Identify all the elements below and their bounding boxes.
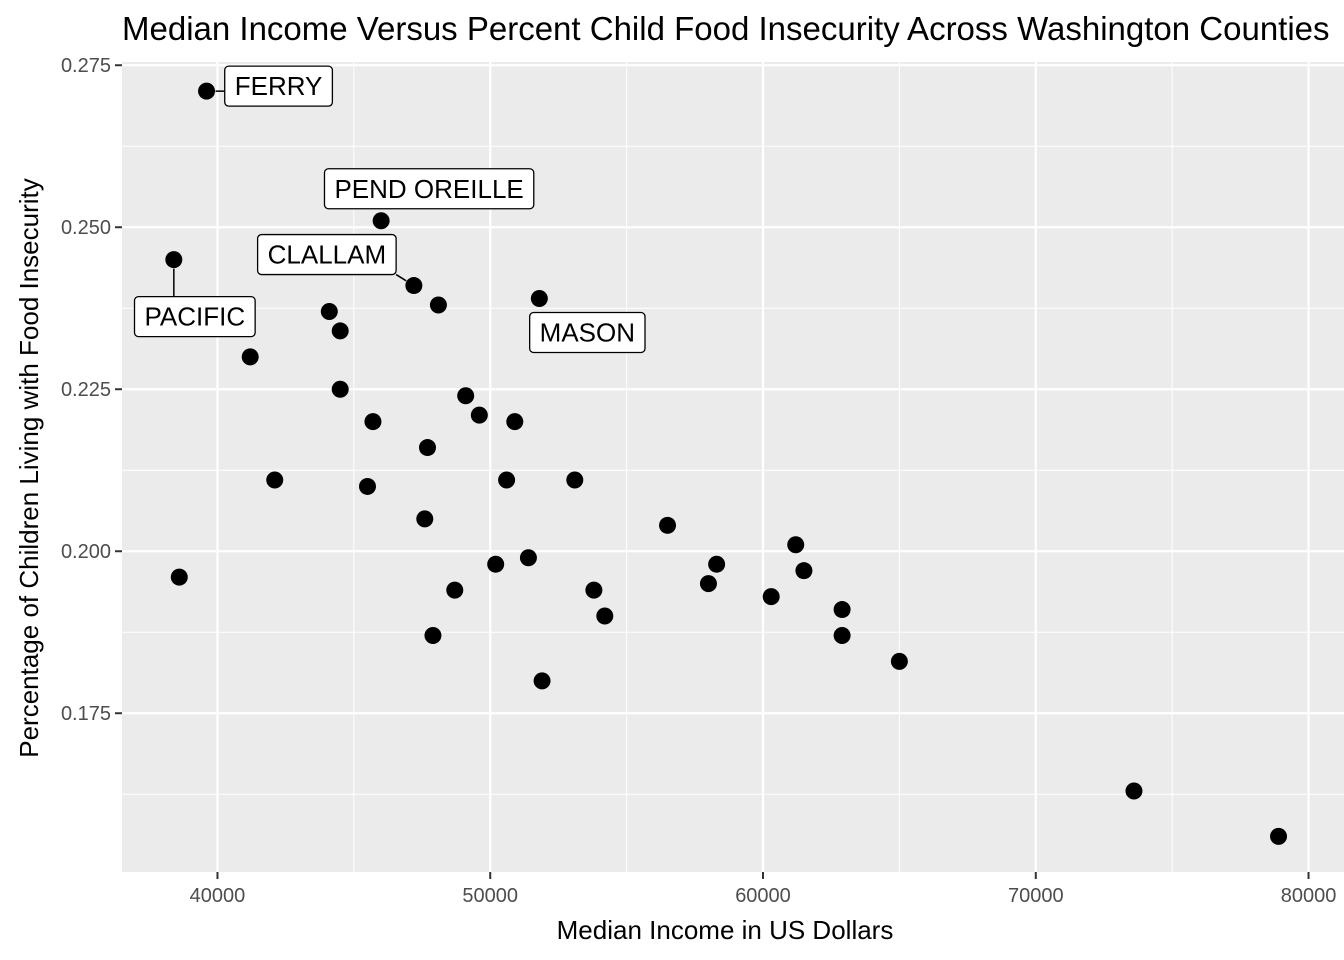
- label-box: [323, 168, 535, 210]
- data-point: [241, 348, 259, 366]
- data-point: [699, 575, 717, 593]
- data-point: [419, 439, 436, 457]
- label-box: [256, 233, 397, 276]
- point-labels: FERRY PEND OREILLE CLALLAM PACIFIC MASON: [133, 65, 646, 354]
- label-text: PEND OREILLE: [334, 174, 523, 204]
- point-label: PACIFIC: [133, 268, 256, 338]
- y-tick-label: 0.225: [61, 379, 111, 401]
- data-point: [429, 296, 447, 314]
- y-axis: 0.175 0.200 0.225 0.250 0.275: [61, 55, 122, 725]
- data-point: [787, 536, 805, 554]
- y-tick-label: 0.250: [61, 217, 111, 239]
- label-box: [224, 65, 334, 107]
- x-tick-label: 70000: [1008, 885, 1064, 907]
- point-label: FERRY: [215, 65, 334, 107]
- data-point: [266, 471, 284, 489]
- data-point: [165, 251, 183, 269]
- data-point: [533, 672, 551, 690]
- point-label: CLALLAM: [256, 233, 407, 282]
- data-point: [1270, 827, 1288, 845]
- data-point: [416, 510, 434, 528]
- data-point: [470, 406, 488, 424]
- label-text: PACIFIC: [145, 302, 246, 332]
- data-points: [165, 82, 1288, 845]
- data-point: [833, 626, 851, 644]
- chart-title: Median Income Versus Percent Child Food …: [122, 10, 1330, 47]
- x-tick-label: 60000: [735, 885, 791, 907]
- data-point: [487, 555, 505, 573]
- label-text: MASON: [540, 318, 635, 348]
- data-point: [795, 562, 813, 580]
- x-axis-title: Median Income in US Dollars: [557, 915, 894, 945]
- plot-panel: [122, 62, 1344, 872]
- data-point: [358, 477, 376, 495]
- data-point: [170, 568, 188, 586]
- label-text: FERRY: [235, 71, 323, 101]
- label-leader-line: [395, 273, 407, 282]
- y-tick-label: 0.275: [61, 55, 111, 77]
- data-point: [364, 413, 382, 431]
- data-point: [457, 387, 475, 405]
- data-point: [566, 471, 584, 489]
- data-point: [890, 652, 908, 670]
- point-label: PEND OREILLE: [323, 168, 535, 210]
- data-point: [331, 380, 349, 398]
- data-point: [833, 601, 851, 619]
- data-point: [596, 607, 614, 625]
- data-point: [498, 471, 516, 489]
- data-point: [762, 588, 780, 606]
- data-point: [198, 82, 216, 100]
- x-tick-label: 50000: [462, 885, 518, 907]
- x-tick-label: 80000: [1281, 885, 1337, 907]
- x-tick-label: 40000: [190, 885, 246, 907]
- data-point: [405, 277, 423, 295]
- y-axis-title: Percentage of Children Living with Food …: [14, 178, 44, 758]
- x-axis: 40000 50000 60000 70000 80000: [190, 872, 1337, 907]
- data-point: [372, 212, 390, 230]
- label-box: [529, 311, 646, 354]
- point-label: MASON: [529, 311, 646, 354]
- data-point: [659, 516, 677, 534]
- y-tick-label: 0.175: [61, 703, 111, 725]
- data-point: [320, 302, 338, 320]
- data-point: [446, 581, 464, 599]
- data-point: [506, 413, 524, 431]
- label-text: CLALLAM: [268, 240, 387, 270]
- label-box: [133, 295, 256, 338]
- data-point: [519, 549, 537, 567]
- data-point: [331, 322, 349, 340]
- data-point: [708, 555, 726, 573]
- data-point: [1125, 782, 1143, 800]
- y-tick-label: 0.200: [61, 541, 111, 563]
- grid-minor: [122, 62, 1344, 872]
- data-point: [424, 626, 442, 644]
- data-point: [530, 290, 548, 308]
- data-point: [585, 581, 603, 599]
